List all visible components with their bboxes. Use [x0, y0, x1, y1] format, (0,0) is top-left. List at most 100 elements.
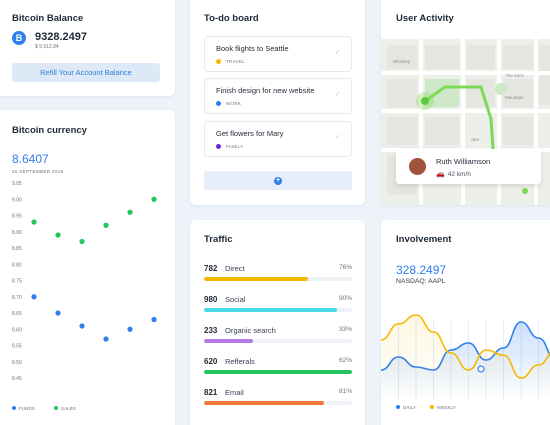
user-speed: 🚗 42 km/h [436, 170, 471, 178]
traffic-row: 233 Organic search 33% [204, 326, 352, 350]
todo-item-tag: WORK [216, 100, 242, 106]
involvement-ticker: NASDAQ: AAPL [396, 278, 446, 285]
data-point-sales[interactable] [55, 232, 61, 238]
legend-dot [430, 405, 434, 409]
todo-item-tag: FAMILY [216, 143, 244, 149]
involvement-card: Involvement 328.2497 NASDAQ: AAPL DAILY W… [381, 220, 550, 425]
traffic-title: Traffic [204, 234, 233, 245]
bitcoin-scatter-chart: 9.05 9.00 8.95 8.90 8.85 8.80 8.75 8.70 8.65 8.60… [12, 181, 157, 411]
bitcoin-currency-value: 8.6407 [12, 152, 49, 166]
y-tick-label: 8.60 [12, 327, 22, 333]
line-weekly[interactable] [381, 314, 550, 379]
check-icon[interactable]: ✓ [335, 134, 341, 141]
bitcoin-icon: B [12, 31, 26, 45]
user-popup[interactable]: Ruth Williamson 🚗 42 km/h [396, 149, 541, 184]
y-tick-label: 8.90 [12, 230, 22, 236]
bitcoin-balance-card: Bitcoin Balance B 9328.2497 $ 9,512.84 R… [0, 0, 175, 96]
traffic-label: Email [225, 388, 244, 397]
todo-item[interactable]: Book flights to Seattle TRAVEL ✓ [204, 36, 352, 72]
tag-dot [216, 143, 221, 149]
traffic-bar-track [204, 401, 352, 405]
y-tick-label: 9.00 [12, 197, 22, 203]
y-tick-label: 8.65 [12, 311, 22, 317]
traffic-label: Direct [225, 264, 245, 273]
traffic-value: 233 [204, 326, 218, 335]
avatar [408, 157, 427, 176]
bitcoin-currency-date: 25 SEPTEMBER 2018 [12, 169, 64, 174]
tag-dot [216, 100, 221, 106]
todo-tag-label: WORK [226, 101, 242, 106]
data-point-funds[interactable] [127, 326, 133, 332]
traffic-value: 821 [204, 388, 218, 397]
traffic-percent: 76% [338, 264, 352, 271]
data-point-funds[interactable] [151, 316, 157, 323]
todo-item-text: Finish design for new website [216, 86, 315, 95]
y-tick-label: 8.50 [12, 360, 22, 366]
user-name: Ruth Williamson [436, 157, 491, 166]
highlight-point[interactable] [477, 365, 485, 373]
traffic-percent: 81% [338, 388, 352, 395]
data-point-funds[interactable] [55, 310, 61, 316]
y-tick-label: 8.75 [12, 279, 22, 285]
involvement-value: 328.2497 [396, 263, 447, 277]
refill-balance-button[interactable]: Refill Your Account Balance [12, 63, 160, 82]
data-point-sales[interactable] [31, 219, 37, 225]
area-weekly [381, 315, 550, 400]
traffic-percent: 90% [338, 295, 352, 302]
bitcoin-currency-title: Bitcoin currency [12, 125, 87, 136]
data-point-funds[interactable] [31, 294, 37, 300]
legend-dot [396, 405, 400, 409]
traffic-label: Refferals [225, 357, 255, 366]
traffic-row: 821 Email 81% [204, 388, 352, 412]
check-icon[interactable]: ✓ [335, 91, 341, 98]
legend-label: SALES [61, 406, 76, 411]
legend-label: WEEKLY [437, 405, 456, 410]
add-todo-button[interactable]: + [204, 171, 352, 190]
todo-item-tag: TRAVEL [216, 58, 245, 64]
todo-item[interactable]: Get flowers for Mary FAMILY ✓ [204, 121, 352, 157]
traffic-label: Organic search [225, 326, 276, 335]
y-tick-label: 8.55 [12, 344, 22, 350]
todo-item[interactable]: Finish design for new website WORK ✓ [204, 78, 352, 114]
traffic-bar-fill [204, 277, 308, 281]
traffic-card: Traffic 782 Direct 76% 980 Social 90% 23… [190, 220, 365, 425]
tag-dot [216, 58, 221, 64]
traffic-bar-track [204, 308, 352, 312]
data-point-sales[interactable] [127, 209, 133, 215]
map-label: The Kitch [505, 73, 525, 78]
traffic-percent: 62% [338, 357, 352, 364]
traffic-bar-fill [204, 339, 253, 343]
data-point-sales[interactable] [79, 238, 85, 245]
traffic-bar-fill [204, 401, 324, 405]
bitcoin-balance-usd: $ 9,512.84 [35, 44, 59, 50]
todo-board-card: To-do board Book flights to Seattle TRAV… [190, 0, 365, 205]
legend-label: DAILY [403, 405, 416, 410]
involvement-title: Involvement [396, 234, 452, 245]
map-label: Whiskey [393, 59, 411, 64]
y-tick-label: 9.05 [12, 181, 22, 187]
traffic-label: Social [225, 295, 246, 304]
y-tick-label: 8.70 [12, 295, 22, 301]
y-tick-label: 8.80 [12, 262, 22, 268]
traffic-row: 620 Refferals 62% [204, 357, 352, 381]
y-tick-label: 8.45 [12, 376, 22, 382]
plus-icon: + [274, 177, 282, 185]
map-label: Stre [471, 137, 480, 142]
traffic-percent: 33% [338, 326, 352, 333]
bitcoin-balance-value: 9328.2497 [35, 31, 87, 43]
data-point-funds[interactable] [103, 336, 109, 342]
legend-label: FUNDS [19, 406, 35, 411]
bitcoin-balance-title: Bitcoin Balance [12, 13, 84, 24]
traffic-value: 980 [204, 295, 218, 304]
data-point-sales[interactable] [103, 222, 109, 228]
data-point-sales[interactable] [151, 196, 157, 202]
user-activity-title: User Activity [396, 13, 454, 24]
data-point-funds[interactable] [79, 323, 85, 329]
todo-tag-label: FAMILY [226, 144, 244, 149]
traffic-value: 620 [204, 357, 218, 366]
traffic-bar-fill [204, 308, 338, 312]
check-icon[interactable]: ✓ [335, 49, 341, 56]
car-icon: 🚗 [436, 171, 445, 178]
legend-dot [54, 406, 58, 410]
legend-dot [12, 406, 16, 410]
